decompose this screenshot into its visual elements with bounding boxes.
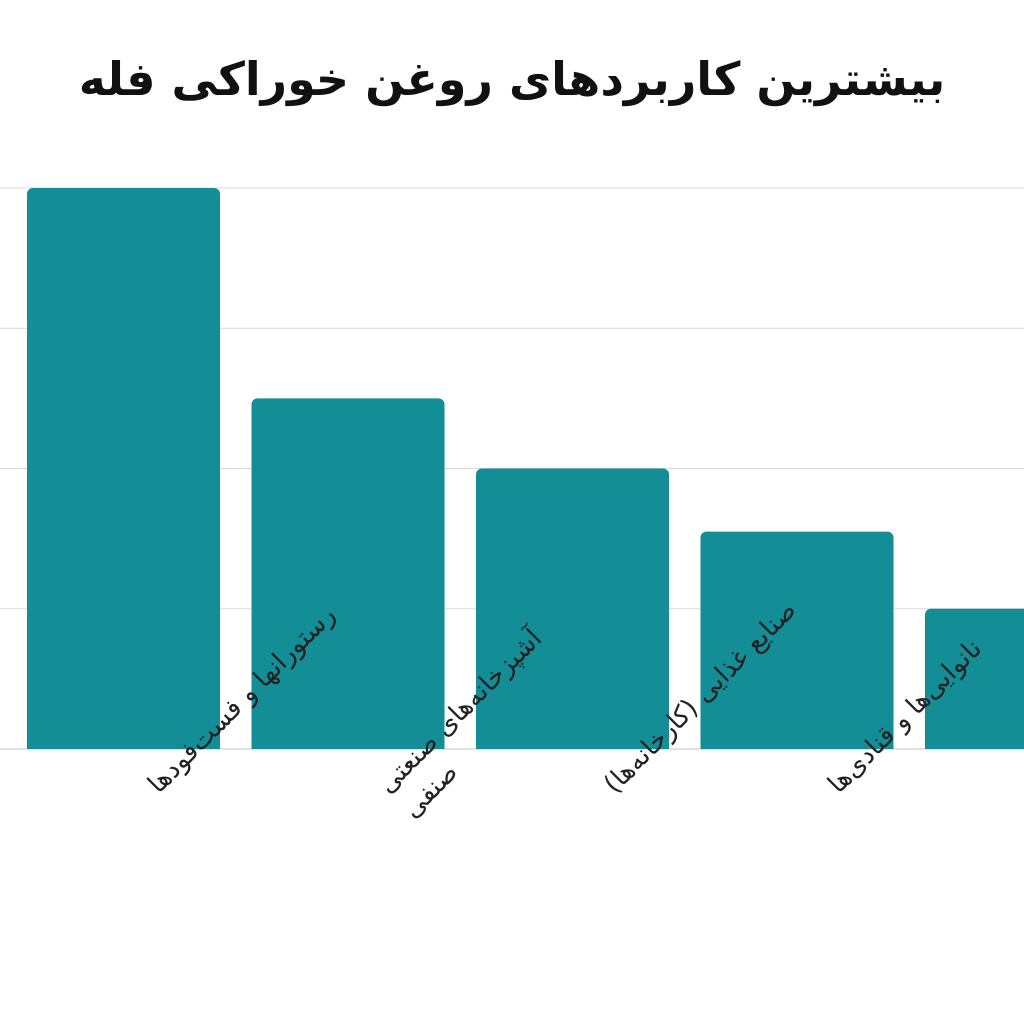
bar-base <box>251 741 445 749</box>
bars <box>27 188 1024 749</box>
bar <box>476 468 669 749</box>
chart-title: بیشترین کاربردهای روغن خوراکی فله <box>78 52 946 106</box>
bar <box>700 531 894 749</box>
bar <box>925 608 1024 749</box>
bar-base <box>925 741 1024 749</box>
bar <box>251 398 445 749</box>
bar-base <box>476 741 669 749</box>
bar <box>27 188 220 749</box>
bar-base <box>27 741 220 749</box>
bar-base <box>700 741 894 749</box>
